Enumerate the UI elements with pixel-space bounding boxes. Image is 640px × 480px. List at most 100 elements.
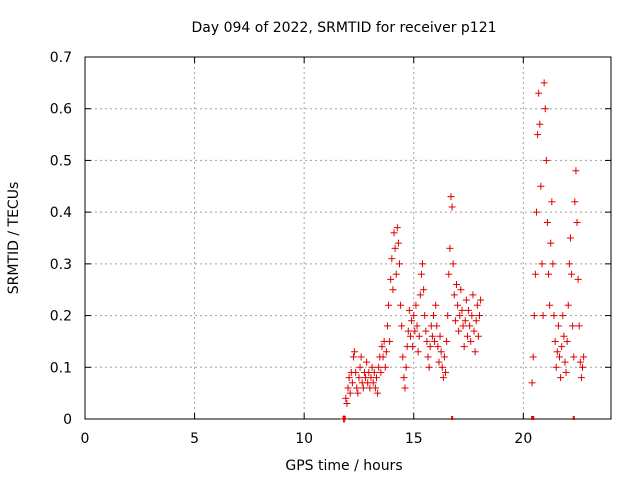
data-point: [536, 120, 544, 128]
data-point: [572, 167, 580, 175]
data-point: [413, 322, 421, 330]
data-point: [433, 322, 441, 330]
data-point: [447, 193, 455, 201]
data-point: [419, 260, 427, 268]
y-tick-label: 0.4: [50, 205, 72, 221]
data-point: [547, 239, 555, 247]
data-point: [424, 353, 432, 361]
data-point: [577, 374, 585, 382]
data-point: [412, 301, 420, 309]
data-points: [340, 79, 588, 423]
data-point: [421, 312, 429, 320]
data-point: [343, 399, 351, 407]
data-point: [575, 322, 583, 330]
data-point: [458, 306, 466, 314]
data-point: [534, 131, 542, 139]
data-point: [537, 182, 545, 190]
y-tick-labels: 0 0.1 0.2 0.3 0.4 0.5 0.6 0.7: [50, 50, 72, 428]
data-point: [387, 275, 395, 283]
data-point: [404, 327, 412, 335]
data-point: [385, 301, 393, 309]
data-point: [553, 348, 561, 356]
data-point: [535, 89, 543, 97]
y-tick-label: 0.3: [50, 257, 72, 273]
data-point: [394, 239, 402, 247]
data-point: [357, 353, 365, 361]
data-point: [377, 368, 385, 376]
y-axis-label: SRMTID / TECUs: [6, 182, 22, 295]
data-point: [434, 343, 442, 351]
data-point: [438, 363, 446, 371]
data-point: [410, 312, 418, 320]
data-point: [554, 322, 562, 330]
data-point: [375, 363, 383, 371]
data-point: [455, 327, 463, 335]
data-point: [393, 224, 401, 232]
data-point: [442, 368, 450, 376]
data-point: [542, 156, 550, 164]
data-point: [454, 301, 462, 309]
data-point: [580, 353, 588, 361]
data-point: [383, 322, 391, 330]
data-point: [558, 343, 566, 351]
data-point: [402, 363, 410, 371]
data-point: [426, 343, 434, 351]
data-point: [563, 337, 571, 345]
data-point: [437, 348, 445, 356]
data-point: [548, 198, 556, 206]
data-point: [471, 348, 479, 356]
data-point: [474, 332, 482, 340]
data-point: [349, 353, 357, 361]
data-point: [345, 374, 353, 382]
data-point: [565, 260, 573, 268]
x-tick-label: 5: [190, 431, 199, 447]
data-point: [355, 374, 363, 382]
data-point: [469, 291, 477, 299]
data-point: [415, 332, 423, 340]
data-point: [445, 270, 453, 278]
data-point: [570, 353, 578, 361]
y-tick-label: 0.5: [50, 153, 72, 169]
data-point: [346, 389, 354, 397]
data-point: [435, 358, 443, 366]
y-tick-label: 0.6: [50, 102, 72, 118]
plot-frame: [84, 56, 612, 420]
data-point: [422, 327, 430, 335]
data-point: [389, 286, 397, 294]
data-point: [352, 368, 360, 376]
data-point: [381, 363, 389, 371]
data-point: [551, 337, 559, 345]
data-point: [470, 327, 478, 335]
data-point: [449, 260, 457, 268]
data-point: [550, 312, 558, 320]
data-point: [543, 218, 551, 226]
data-point: [473, 301, 481, 309]
data-point: [436, 332, 444, 340]
data-point: [552, 363, 560, 371]
x-tick-label: 0: [81, 431, 90, 447]
data-point: [348, 379, 356, 387]
data-point: [390, 229, 398, 237]
data-point: [555, 353, 563, 361]
data-point: [406, 332, 414, 340]
data-point: [466, 322, 474, 330]
data-point: [562, 368, 570, 376]
data-point: [386, 337, 394, 345]
data-point: [356, 363, 364, 371]
y-tick-label: 0.7: [50, 50, 72, 66]
data-point: [369, 379, 377, 387]
data-point: [459, 322, 467, 330]
data-point: [568, 270, 576, 278]
data-point: [396, 260, 404, 268]
data-point: [440, 353, 448, 361]
data-point: [468, 312, 476, 320]
data-point: [460, 343, 468, 351]
data-point: [439, 374, 447, 382]
x-axis-label: GPS time / hours: [285, 458, 402, 474]
data-point: [529, 353, 537, 361]
data-point: [477, 296, 485, 304]
data-point: [541, 105, 549, 113]
data-point: [462, 296, 470, 304]
data-point: [370, 368, 378, 376]
